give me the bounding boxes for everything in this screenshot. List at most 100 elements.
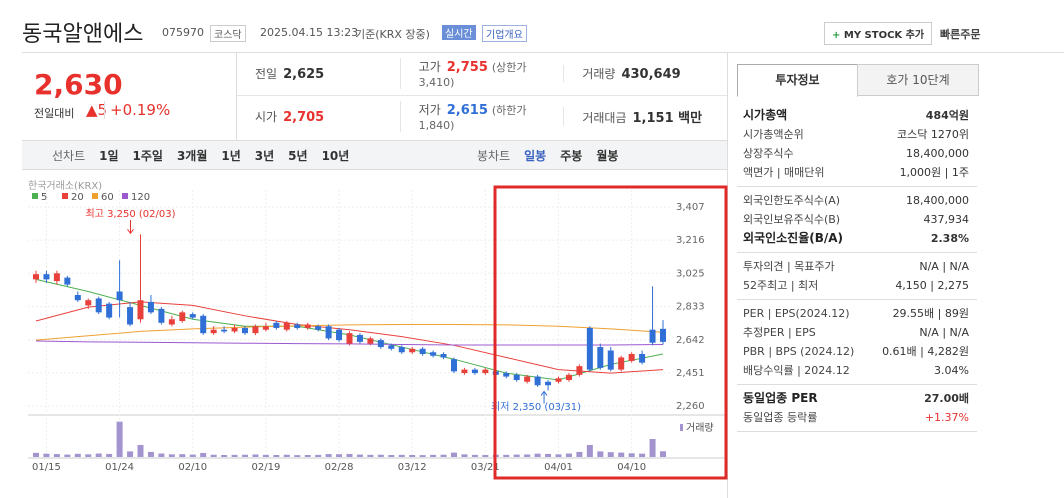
volume-bar	[367, 454, 374, 457]
candle-body	[315, 326, 322, 330]
period-option[interactable]: 3년	[254, 149, 275, 163]
x-tick-label: 01/24	[105, 462, 134, 473]
period-right: 봉차트 일봉 주봉 월봉	[477, 147, 625, 164]
candle-body	[409, 348, 416, 353]
legend-label: 60	[101, 192, 114, 203]
candle-body	[200, 315, 207, 334]
summary-value: 2,615	[446, 102, 488, 118]
candle-body	[586, 327, 593, 370]
candle-body	[85, 300, 92, 306]
info-value: 3.04%	[934, 364, 969, 377]
summary-row: 전일 2,625 고가 2,755 (상한가 3,410) 거래량 430,649	[237, 53, 727, 93]
chart: 한국거래소(KRX)5 20 60 120 3,407 3,216 3,025 2,833 2,…	[28, 180, 728, 480]
info-row: 시가총액 484억원	[737, 106, 977, 125]
summary-value: 2,705	[283, 109, 325, 125]
mystock-button[interactable]: + MY STOCK 추가	[824, 22, 933, 45]
candle-body	[628, 353, 635, 361]
info-panel: 시가총액 484억원 시가총액순위 코스닥 1270위 상장주식수 18,400,000 액…	[737, 102, 977, 432]
y-tick-label: 2,260	[676, 401, 705, 412]
x-tick-label: 02/28	[325, 462, 354, 473]
quick-order[interactable]: 빠른주문	[940, 28, 981, 41]
info-row: PER | EPS(2024.12) 29.55배 | 89원	[737, 304, 977, 323]
market-tag: 코스닥	[210, 25, 246, 42]
period-option[interactable]: 주봉	[560, 149, 583, 163]
volume-bar	[179, 454, 186, 457]
period-option[interactable]: 5년	[288, 149, 308, 163]
summary-label: 거래량	[582, 66, 616, 81]
legend-swatch	[122, 193, 128, 199]
volume-bar	[168, 454, 175, 457]
info-row: 외국인보유주식수(B) 437,934	[737, 210, 977, 229]
period-option[interactable]: 1년	[221, 149, 241, 163]
info-row: 액면가 | 매매단위 1,000원 | 1주	[737, 163, 977, 182]
candle-body	[43, 274, 50, 280]
volume-bar	[356, 454, 363, 457]
info-label: 시가총액순위	[743, 128, 804, 141]
volume-bar	[158, 453, 165, 457]
volume-bar	[409, 455, 416, 457]
period-option[interactable]: 1일	[99, 149, 119, 163]
candle-body	[513, 374, 520, 381]
candle-body	[127, 307, 134, 325]
tab-active[interactable]: 투자정보	[737, 64, 858, 97]
candle-body	[252, 326, 259, 334]
info-row: 배당수익률 | 2024.12 3.04%	[737, 361, 977, 380]
candle-body	[461, 369, 468, 374]
info-label: 액면가 | 매매단위	[743, 166, 825, 179]
info-value: 27.00배	[924, 392, 969, 405]
summary-note: (상한가 3,410)	[418, 60, 527, 89]
candle-body	[545, 381, 552, 386]
tab[interactable]: 호가 10단계	[857, 64, 979, 96]
candle-body	[565, 374, 572, 381]
period-option[interactable]: 월봉	[596, 149, 619, 163]
volume-bar	[116, 421, 123, 457]
volume-bar	[597, 451, 604, 457]
summary-item: 거래량 430,649	[563, 64, 727, 82]
volume-bar	[106, 453, 113, 457]
legend-swatch	[32, 193, 38, 199]
candle-body	[377, 340, 384, 348]
period-option[interactable]: 3개월	[176, 149, 208, 163]
info-label: 외국인소진율(B/A)	[743, 231, 844, 245]
info-label: PBR | BPS (2024.12)	[743, 345, 855, 358]
info-group: PER | EPS(2024.12) 29.55배 | 89원 추정PER | EP…	[737, 300, 977, 385]
candle-body	[503, 373, 510, 377]
candle-body	[242, 327, 248, 334]
period-option[interactable]: 1주일	[132, 149, 163, 163]
summary-item: 고가 2,755 (상한가 3,410)	[399, 57, 564, 89]
legend-label: 120	[131, 192, 150, 203]
period-option[interactable]: 10년	[321, 149, 350, 163]
candle-body	[33, 274, 39, 280]
company-button[interactable]: 기업개요	[482, 25, 527, 42]
summary-note: (하한가 1,840)	[418, 103, 527, 132]
change-value: 5	[97, 101, 108, 119]
chart-source: 한국거래소(KRX)	[28, 180, 102, 192]
candle-body	[210, 329, 217, 334]
info-row: 상장주식수 18,400,000	[737, 144, 977, 163]
candle-body	[168, 319, 175, 325]
volume-bar	[304, 455, 311, 457]
volume-bar	[64, 454, 71, 457]
x-tick-label: 03/12	[398, 462, 427, 473]
stock-code: 075970	[162, 26, 204, 39]
candle-body	[597, 347, 604, 368]
candle-body	[158, 308, 165, 323]
volume-bar	[565, 453, 572, 457]
volume-bar	[325, 454, 332, 457]
period-option[interactable]: 일봉	[524, 149, 547, 163]
volume-bar	[137, 445, 144, 457]
candle-body	[398, 347, 405, 353]
x-tick-label: 01/15	[32, 462, 61, 473]
change-label: 전일대비	[34, 107, 75, 120]
volume-bar	[210, 454, 217, 457]
volume-bar	[346, 453, 353, 457]
info-value: 1,000원 | 1주	[899, 166, 969, 179]
volume-bar	[586, 445, 593, 457]
info-label: 배당수익률 | 2024.12	[743, 364, 850, 377]
summary-item: 저가 2,615 (하한가 1,840)	[399, 100, 564, 132]
candle-body	[273, 322, 280, 328]
info-row: 동일업종 PER 27.00배	[737, 389, 977, 408]
candle-body	[534, 376, 541, 386]
info-label: 외국인한도주식수(A)	[743, 194, 841, 207]
